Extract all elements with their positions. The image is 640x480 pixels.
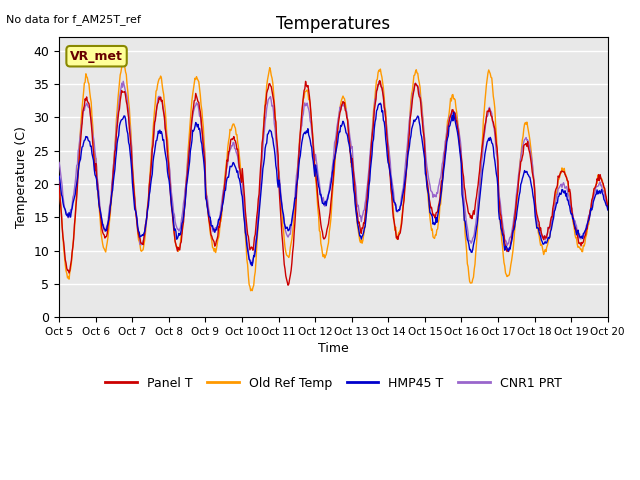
Title: Temperatures: Temperatures xyxy=(276,15,390,33)
X-axis label: Time: Time xyxy=(318,342,349,356)
Y-axis label: Temperature (C): Temperature (C) xyxy=(15,126,28,228)
Text: VR_met: VR_met xyxy=(70,50,123,63)
Text: No data for f_AM25T_ref: No data for f_AM25T_ref xyxy=(6,13,141,24)
Legend: Panel T, Old Ref Temp, HMP45 T, CNR1 PRT: Panel T, Old Ref Temp, HMP45 T, CNR1 PRT xyxy=(100,372,566,395)
